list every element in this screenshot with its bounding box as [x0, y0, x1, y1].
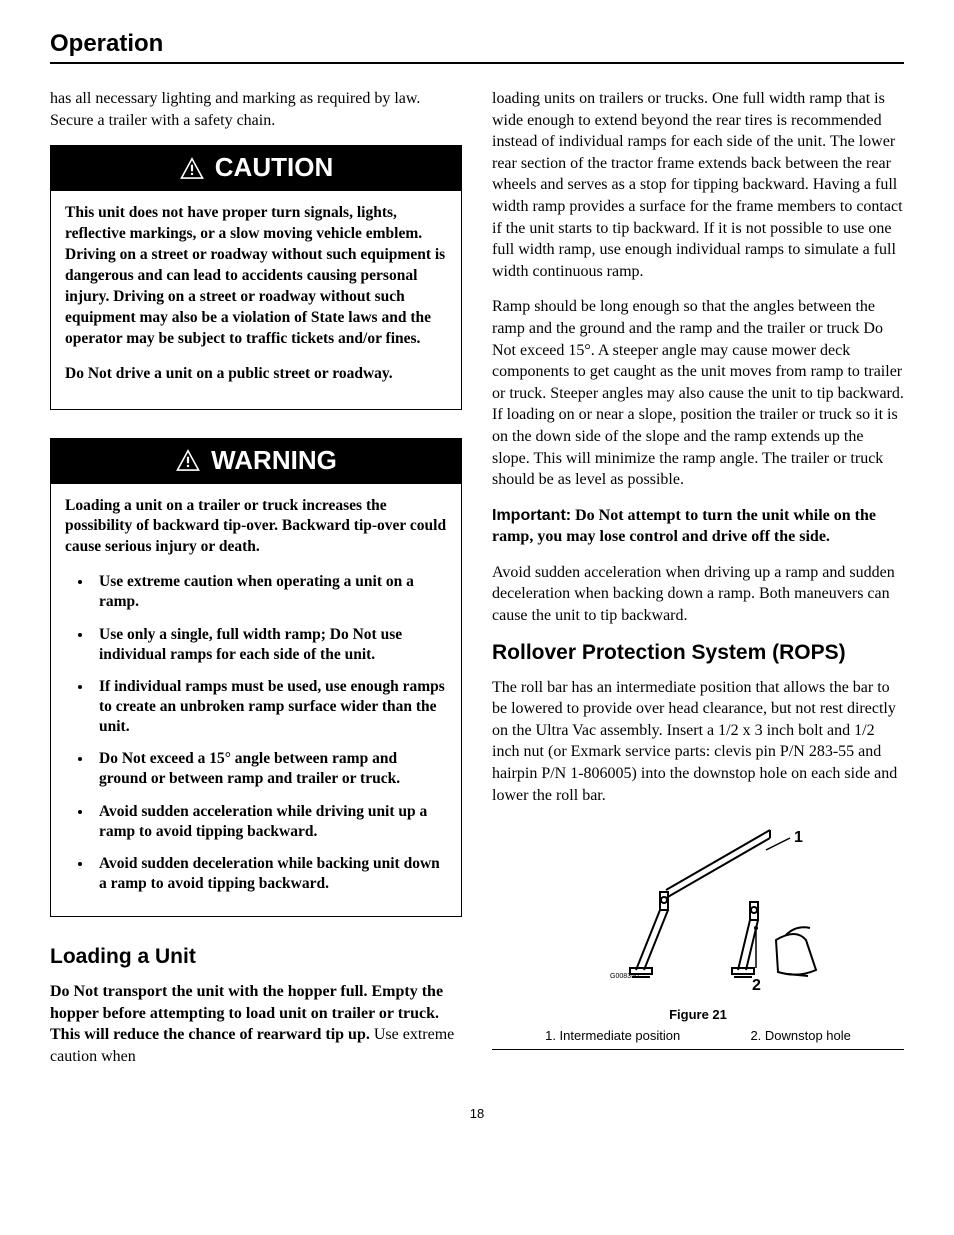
figure-legend-1: 1. Intermediate position: [545, 1028, 680, 1043]
section-header: Operation: [50, 30, 904, 64]
fig-callout-2: 2: [752, 977, 761, 994]
warning-bullet: Use extreme caution when operating a uni…: [93, 572, 447, 612]
fig-partno: G008350: [610, 973, 639, 980]
warning-bullet: Avoid sudden deceleration while backing …: [93, 854, 447, 894]
rops-paragraph: The roll bar has an intermediate positio…: [492, 677, 904, 807]
figure-21: 1 2 G008350 Figure 21 1. Intermediate po…: [492, 820, 904, 1050]
loading-paragraph: Do Not transport the unit with the hoppe…: [50, 981, 462, 1067]
warning-box: WARNING Loading a unit on a trailer or t…: [50, 438, 462, 918]
right-p3: Avoid sudden acceleration when driving u…: [492, 562, 904, 627]
caution-box: CAUTION This unit does not have proper t…: [50, 145, 462, 409]
right-p1: loading units on trailers or trucks. One…: [492, 88, 904, 282]
warning-list: Use extreme caution when operating a uni…: [65, 572, 447, 894]
alert-triangle-icon: [175, 448, 201, 472]
rops-diagram: 1 2 G008350: [538, 820, 858, 1000]
caution-body: This unit does not have proper turn sign…: [51, 191, 461, 408]
rops-heading: Rollover Protection System (ROPS): [492, 641, 904, 665]
page-number: 18: [50, 1106, 904, 1121]
warning-bar: WARNING: [51, 439, 461, 484]
important-note: Important: Do Not attempt to turn the un…: [492, 505, 904, 548]
right-column: loading units on trailers or trucks. One…: [492, 88, 904, 1082]
warning-bullet: Avoid sudden acceleration while driving …: [93, 802, 447, 842]
important-lead: Important:: [492, 507, 571, 524]
warning-bullet: Use only a single, full width ramp; Do N…: [93, 625, 447, 665]
caution-label: CAUTION: [215, 152, 333, 183]
warning-label: WARNING: [211, 445, 337, 476]
intro-paragraph: has all necessary lighting and marking a…: [50, 88, 462, 131]
left-column: has all necessary lighting and marking a…: [50, 88, 462, 1082]
fig-callout-1: 1: [794, 829, 803, 846]
figure-legend-2: 2. Downstop hole: [750, 1028, 850, 1043]
figure-legend: 1. Intermediate position 2. Downstop hol…: [492, 1028, 904, 1043]
warning-bullet: If individual ramps must be used, use en…: [93, 677, 447, 737]
caution-text-1: This unit does not have proper turn sign…: [65, 203, 447, 349]
figure-caption: Figure 21: [492, 1007, 904, 1022]
caution-bar: CAUTION: [51, 146, 461, 191]
alert-triangle-icon: [179, 156, 205, 180]
two-column-layout: has all necessary lighting and marking a…: [50, 88, 904, 1082]
right-p2: Ramp should be long enough so that the a…: [492, 296, 904, 490]
warning-bullet: Do Not exceed a 15° angle between ramp a…: [93, 749, 447, 789]
warning-intro: Loading a unit on a trailer or truck inc…: [65, 496, 447, 559]
loading-heading: Loading a Unit: [50, 945, 462, 969]
warning-body: Loading a unit on a trailer or truck inc…: [51, 484, 461, 917]
caution-text-2: Do Not drive a unit on a public street o…: [65, 364, 447, 385]
